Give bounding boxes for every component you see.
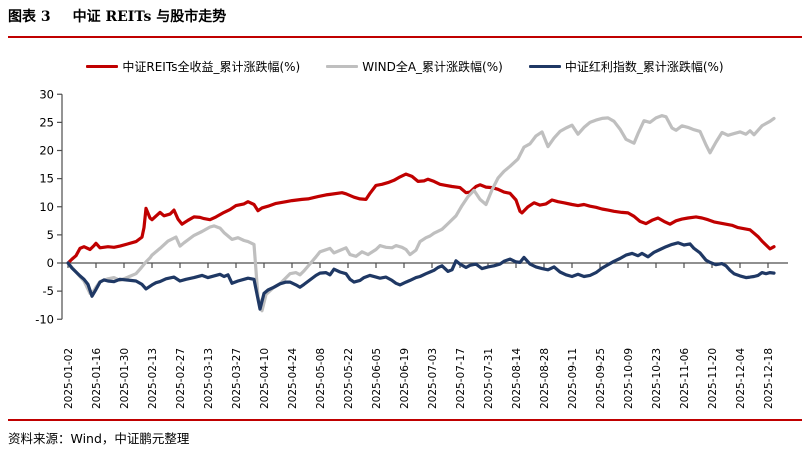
svg-text:2025-02-13: 2025-02-13 (147, 348, 159, 409)
svg-text:2025-01-16: 2025-01-16 (91, 348, 103, 409)
svg-text:2025-03-27: 2025-03-27 (231, 348, 243, 409)
legend-label-reits: 中证REITs全收益_累计涨跌幅(%) (122, 60, 301, 74)
svg-text:30: 30 (39, 87, 54, 101)
svg-text:2025-09-25: 2025-09-25 (595, 348, 607, 409)
svg-text:2025-09-11: 2025-09-11 (567, 348, 579, 409)
svg-text:2025-11-20: 2025-11-20 (707, 348, 719, 409)
svg-text:2025-11-06: 2025-11-06 (679, 348, 691, 409)
figure-number: 图表 3 (8, 9, 51, 25)
chart-legend: 中证REITs全收益_累计涨跌幅(%) WIND全A_累计涨跌幅(%) 中证红利… (0, 58, 810, 75)
svg-text:2025-05-22: 2025-05-22 (343, 348, 355, 409)
svg-text:2025-12-18: 2025-12-18 (763, 348, 775, 409)
bottom-rule (8, 419, 802, 421)
svg-text:2025-05-08: 2025-05-08 (315, 348, 327, 409)
svg-text:10: 10 (39, 200, 54, 214)
svg-text:2025-12-04: 2025-12-04 (735, 348, 747, 409)
legend-label-dividend: 中证红利指数_累计涨跌幅(%) (564, 60, 724, 74)
svg-text:15: 15 (39, 172, 54, 186)
figure-title-text: 中证 REITs 与股市走势 (72, 9, 227, 25)
svg-text:2025-04-10: 2025-04-10 (259, 348, 271, 409)
svg-text:2025-10-23: 2025-10-23 (651, 348, 663, 409)
series-lines (66, 113, 776, 313)
svg-text:2025-07-17: 2025-07-17 (455, 348, 467, 409)
svg-text:2025-03-13: 2025-03-13 (203, 348, 215, 409)
svg-text:5: 5 (47, 228, 54, 242)
svg-text:-5: -5 (43, 284, 54, 298)
svg-text:2025-07-03: 2025-07-03 (427, 348, 439, 409)
legend-item-reits: 中证REITs全收益_累计涨跌幅(%) (86, 58, 300, 75)
svg-text:2025-04-24: 2025-04-24 (287, 348, 299, 409)
x-axis: 2025-01-02 2025-01-16 2025-01-30 2025-02-13… (62, 262, 788, 409)
svg-text:2025-07-31: 2025-07-31 (483, 348, 495, 409)
svg-text:2025-01-02: 2025-01-02 (63, 348, 75, 409)
svg-text:2025-06-05: 2025-06-05 (371, 348, 383, 409)
legend-item-winda: WIND全A_累计涨跌幅(%) (326, 58, 503, 75)
svg-text:2025-08-14: 2025-08-14 (511, 348, 523, 409)
top-rule (8, 36, 802, 38)
y-axis: 30 25 20 15 10 5 0 -5 -10 (35, 87, 63, 326)
svg-text:20: 20 (39, 144, 54, 158)
svg-text:-10: -10 (35, 312, 54, 326)
legend-swatch-reits (86, 65, 119, 68)
svg-text:2025-01-30: 2025-01-30 (119, 348, 131, 409)
svg-text:25: 25 (39, 115, 54, 129)
legend-label-winda: WIND全A_累计涨跌幅(%) (362, 60, 503, 74)
svg-text:2025-06-19: 2025-06-19 (399, 348, 411, 409)
figure-title: 图表 3 中证 REITs 与股市走势 (8, 6, 226, 26)
source-note: 资料来源：Wind，中证鹏元整理 (8, 431, 190, 446)
svg-text:2025-02-27: 2025-02-27 (175, 348, 187, 409)
svg-text:0: 0 (47, 256, 54, 270)
legend-swatch-dividend (528, 65, 561, 68)
legend-item-dividend: 中证红利指数_累计涨跌幅(%) (528, 58, 724, 75)
svg-text:2025-10-09: 2025-10-09 (623, 348, 635, 409)
svg-text:2025-08-28: 2025-08-28 (539, 348, 551, 409)
legend-swatch-winda (326, 65, 359, 68)
